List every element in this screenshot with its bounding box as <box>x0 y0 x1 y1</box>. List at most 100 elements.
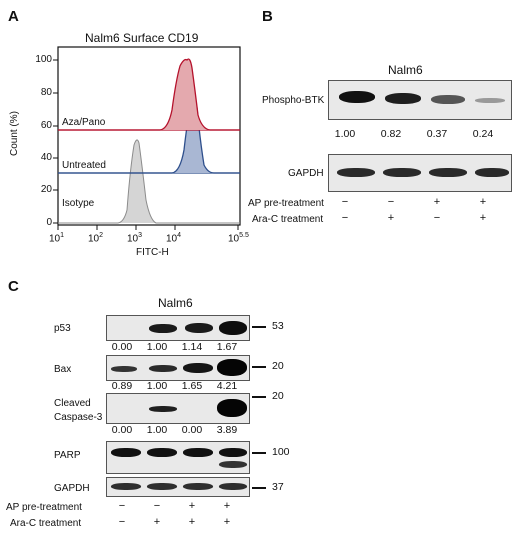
blot-label-cleaved: Cleaved <box>54 398 91 409</box>
treatment-label-ap-c: AP pre-treatment <box>6 502 82 513</box>
x-tick-label: 102 <box>88 232 104 245</box>
blot-label-caspase3: Caspase-3 <box>54 412 103 423</box>
band <box>149 406 177 412</box>
band <box>475 168 509 177</box>
band <box>429 168 467 177</box>
treatment-sign: + <box>153 516 161 528</box>
blot-label-bax: Bax <box>54 364 72 375</box>
quant-value: 1.65 <box>181 380 203 392</box>
mw-marker-tick <box>252 396 266 398</box>
quant-value: 1.67 <box>216 341 238 353</box>
treatment-sign: + <box>188 516 196 528</box>
blot-bax <box>106 355 250 381</box>
blot-gapdh-b <box>328 154 512 192</box>
track-label-untreated: Untreated <box>62 160 106 171</box>
band <box>111 366 137 372</box>
band <box>337 168 375 177</box>
blot-label-parp: PARP <box>54 450 81 461</box>
track-label-isotype: Isotype <box>62 198 95 209</box>
panel-b-letter: B <box>262 8 273 25</box>
quant-value: 0.00 <box>181 424 203 436</box>
quant-value: 1.00 <box>146 380 168 392</box>
quant-value: 4.21 <box>216 380 238 392</box>
treatment-label-arac: Ara-C treatment <box>252 214 324 225</box>
quant-value: 1.00 <box>334 128 356 140</box>
quant-value: 0.82 <box>380 128 402 140</box>
flow-histogram-svg <box>53 46 241 230</box>
band <box>385 93 421 104</box>
mw-marker-tick <box>252 366 266 368</box>
treatment-sign: + <box>479 196 487 208</box>
band <box>219 461 247 468</box>
band <box>339 91 375 103</box>
band <box>217 359 247 376</box>
y-tick-label: 0 <box>46 217 52 228</box>
y-tick-label: 100 <box>35 54 52 65</box>
treatment-sign: + <box>479 212 487 224</box>
y-tick-label: 80 <box>40 87 52 98</box>
blot-label-gapdh: GAPDH <box>288 168 324 179</box>
band <box>149 365 177 372</box>
mw-marker-label: 53 <box>272 320 284 332</box>
band <box>111 448 141 457</box>
isotype-histogram <box>58 139 240 224</box>
mw-marker-tick <box>252 452 266 454</box>
quant-value: 1.00 <box>146 341 168 353</box>
track-label-aza-pano: Aza/Pano <box>62 117 106 128</box>
band <box>147 448 177 457</box>
band <box>219 483 247 490</box>
blot-phospho-btk <box>328 80 512 120</box>
band <box>185 323 213 333</box>
quant-value: 0.00 <box>111 341 133 353</box>
panel-a-ylabel: Count (%) <box>9 110 21 157</box>
flow-histogram-plot <box>0 0 260 260</box>
mw-marker-label: 20 <box>272 390 284 402</box>
treatment-sign: − <box>341 212 349 224</box>
panel-c-cell-line: Nalm6 <box>158 296 193 310</box>
x-axis-ticks <box>57 225 239 230</box>
treatment-sign: − <box>341 196 349 208</box>
x-tick-label: 101 <box>49 232 65 245</box>
band <box>219 321 247 335</box>
quant-value: 1.00 <box>146 424 168 436</box>
panel-a-letter: A <box>8 8 19 25</box>
x-tick-label: 104 <box>166 232 182 245</box>
y-axis-ticks <box>53 59 58 224</box>
blot-label-gapdh-c: GAPDH <box>54 483 90 494</box>
band <box>183 448 213 457</box>
band <box>149 324 177 333</box>
x-tick-label: 103 <box>127 232 143 245</box>
band <box>219 448 247 457</box>
quant-value: 0.00 <box>111 424 133 436</box>
panel-b-cell-line: Nalm6 <box>388 63 423 77</box>
panel-c-letter: C <box>8 278 19 295</box>
panel-a-xlabel: FITC-H <box>136 247 169 258</box>
treatment-sign: + <box>223 516 231 528</box>
mw-marker-label: 37 <box>272 481 284 493</box>
treatment-label-ap: AP pre-treatment <box>248 198 324 209</box>
plot-frame <box>57 46 241 226</box>
blot-label-phospho-btk: Phospho-BTK <box>262 95 325 106</box>
blot-gapdh-c <box>106 477 250 497</box>
treatment-sign: − <box>153 500 161 512</box>
quant-value: 0.89 <box>111 380 133 392</box>
quant-value: 0.24 <box>472 128 494 140</box>
blot-p53 <box>106 315 250 341</box>
panel-a-title: Nalm6 Surface CD19 <box>85 31 199 45</box>
band <box>217 399 247 417</box>
mw-marker-label: 100 <box>272 446 290 458</box>
mw-marker-label: 20 <box>272 360 284 372</box>
aza-pano-histogram <box>58 58 240 131</box>
treatment-sign: + <box>433 196 441 208</box>
band <box>147 483 177 490</box>
treatment-sign: + <box>188 500 196 512</box>
mw-marker-tick <box>252 487 266 489</box>
band <box>111 483 141 490</box>
treatment-sign: + <box>387 212 395 224</box>
quant-value: 1.14 <box>181 341 203 353</box>
treatment-sign: − <box>433 212 441 224</box>
treatment-sign: + <box>223 500 231 512</box>
band <box>475 98 505 103</box>
treatment-label-arac-c: Ara-C treatment <box>10 518 82 529</box>
y-tick-label: 60 <box>40 120 52 131</box>
